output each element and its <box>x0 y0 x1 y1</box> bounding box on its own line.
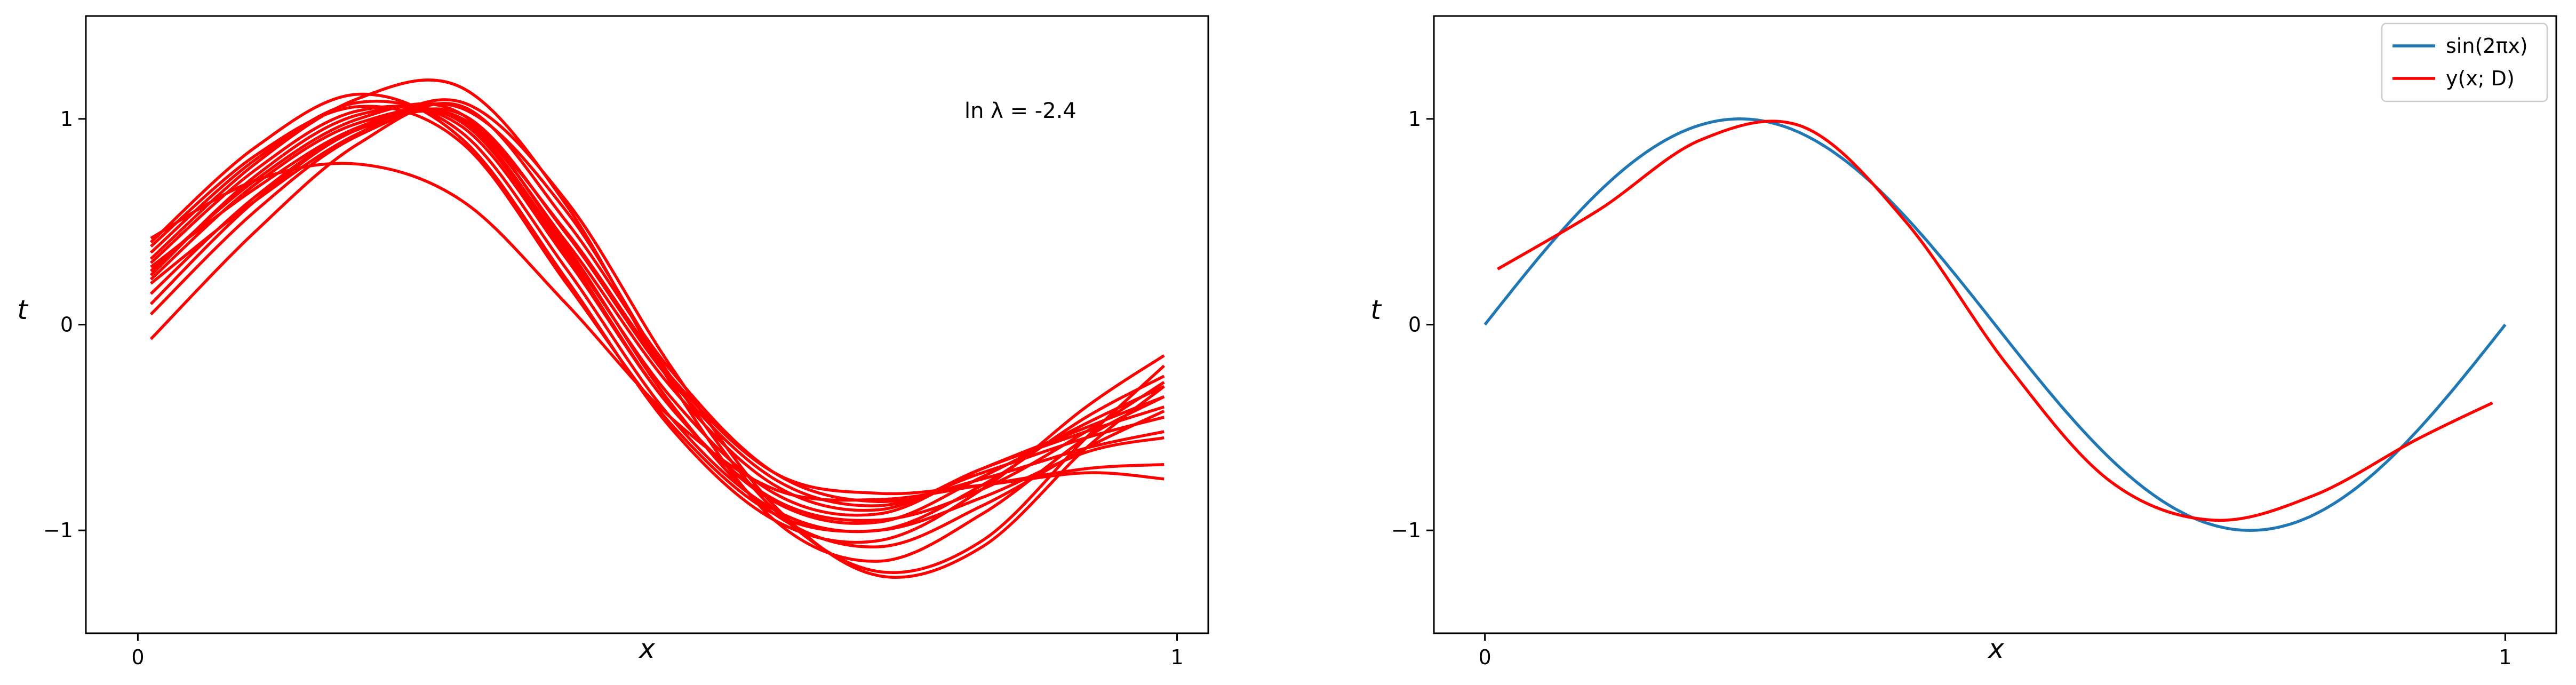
x-tick-label: 0 <box>131 646 144 669</box>
x-tick-label: 0 <box>1479 646 1492 669</box>
x-tick-label: 1 <box>1170 646 1183 669</box>
y-tick-label: 1 <box>60 107 73 131</box>
legend-label-sine: sin(2πx) <box>2446 34 2528 58</box>
x-tick-label: 1 <box>2499 646 2511 669</box>
fit-curve-12 <box>149 102 1165 548</box>
legend-label-fit: y(x; D) <box>2446 67 2515 90</box>
left-y-ticks: −1 0 1 <box>43 107 86 542</box>
fit-curve-15 <box>149 105 1165 522</box>
y-tick-label: 1 <box>1408 107 1421 131</box>
left-y-axis-label: t <box>17 294 29 325</box>
fit-curve-14 <box>149 109 1165 496</box>
y-tick-label: −1 <box>1391 519 1421 542</box>
legend-box <box>2381 22 2548 102</box>
left-curves <box>149 78 1166 579</box>
y-tick-label: −1 <box>43 519 73 542</box>
fit-curve-13 <box>149 105 1165 533</box>
right-curves <box>1484 117 2507 532</box>
fit-curve <box>1497 120 2493 522</box>
right-y-axis-label: t <box>1370 294 1382 325</box>
lambda-annotation: ln λ = -2.4 <box>964 99 1076 123</box>
y-tick-label: 0 <box>1408 313 1421 337</box>
right-x-axis-label: x <box>1987 633 2004 664</box>
fit-curve-1 <box>149 92 1165 544</box>
legend: sin(2πx) y(x; D) <box>2381 22 2548 102</box>
right-y-ticks: −1 0 1 <box>1391 107 1434 542</box>
fit-curve-10 <box>150 98 1165 579</box>
left-x-axis-label: x <box>638 633 655 664</box>
sine-curve <box>1484 117 2507 532</box>
fit-curve-6 <box>149 107 1165 507</box>
y-tick-label: 0 <box>60 313 73 337</box>
